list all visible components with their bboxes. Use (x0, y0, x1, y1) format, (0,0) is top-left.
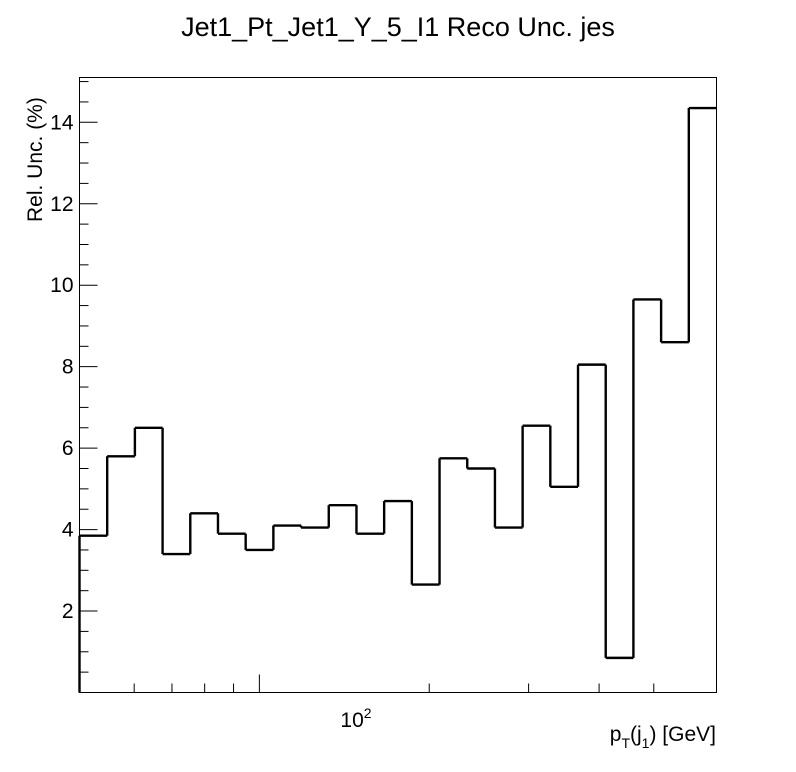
x-axis-label: pT(j1) [GeV] (610, 723, 716, 751)
x-tick-label-100: 102 (340, 705, 371, 732)
plot-frame (79, 77, 717, 693)
y-axis-tick-labels: 2 4 6 8 10 12 14 (50, 111, 74, 623)
y-axis-ticks (79, 81, 98, 673)
y-axis-label: Rel. Unc. (%) (24, 97, 47, 222)
y-tick-label: 2 (62, 600, 74, 623)
y-tick-label: 4 (62, 519, 74, 542)
x-axis-ticks (133, 674, 655, 693)
y-tick-label: 12 (50, 193, 73, 216)
y-tick-label: 10 (50, 274, 73, 297)
chart-title: Jet1_Pt_Jet1_Y_5_I1 Reco Unc. jes (181, 12, 615, 42)
y-tick-label: 6 (62, 437, 74, 460)
histogram-series (78, 106, 717, 693)
y-tick-label: 14 (50, 111, 74, 134)
y-tick-label: 8 (62, 356, 74, 379)
